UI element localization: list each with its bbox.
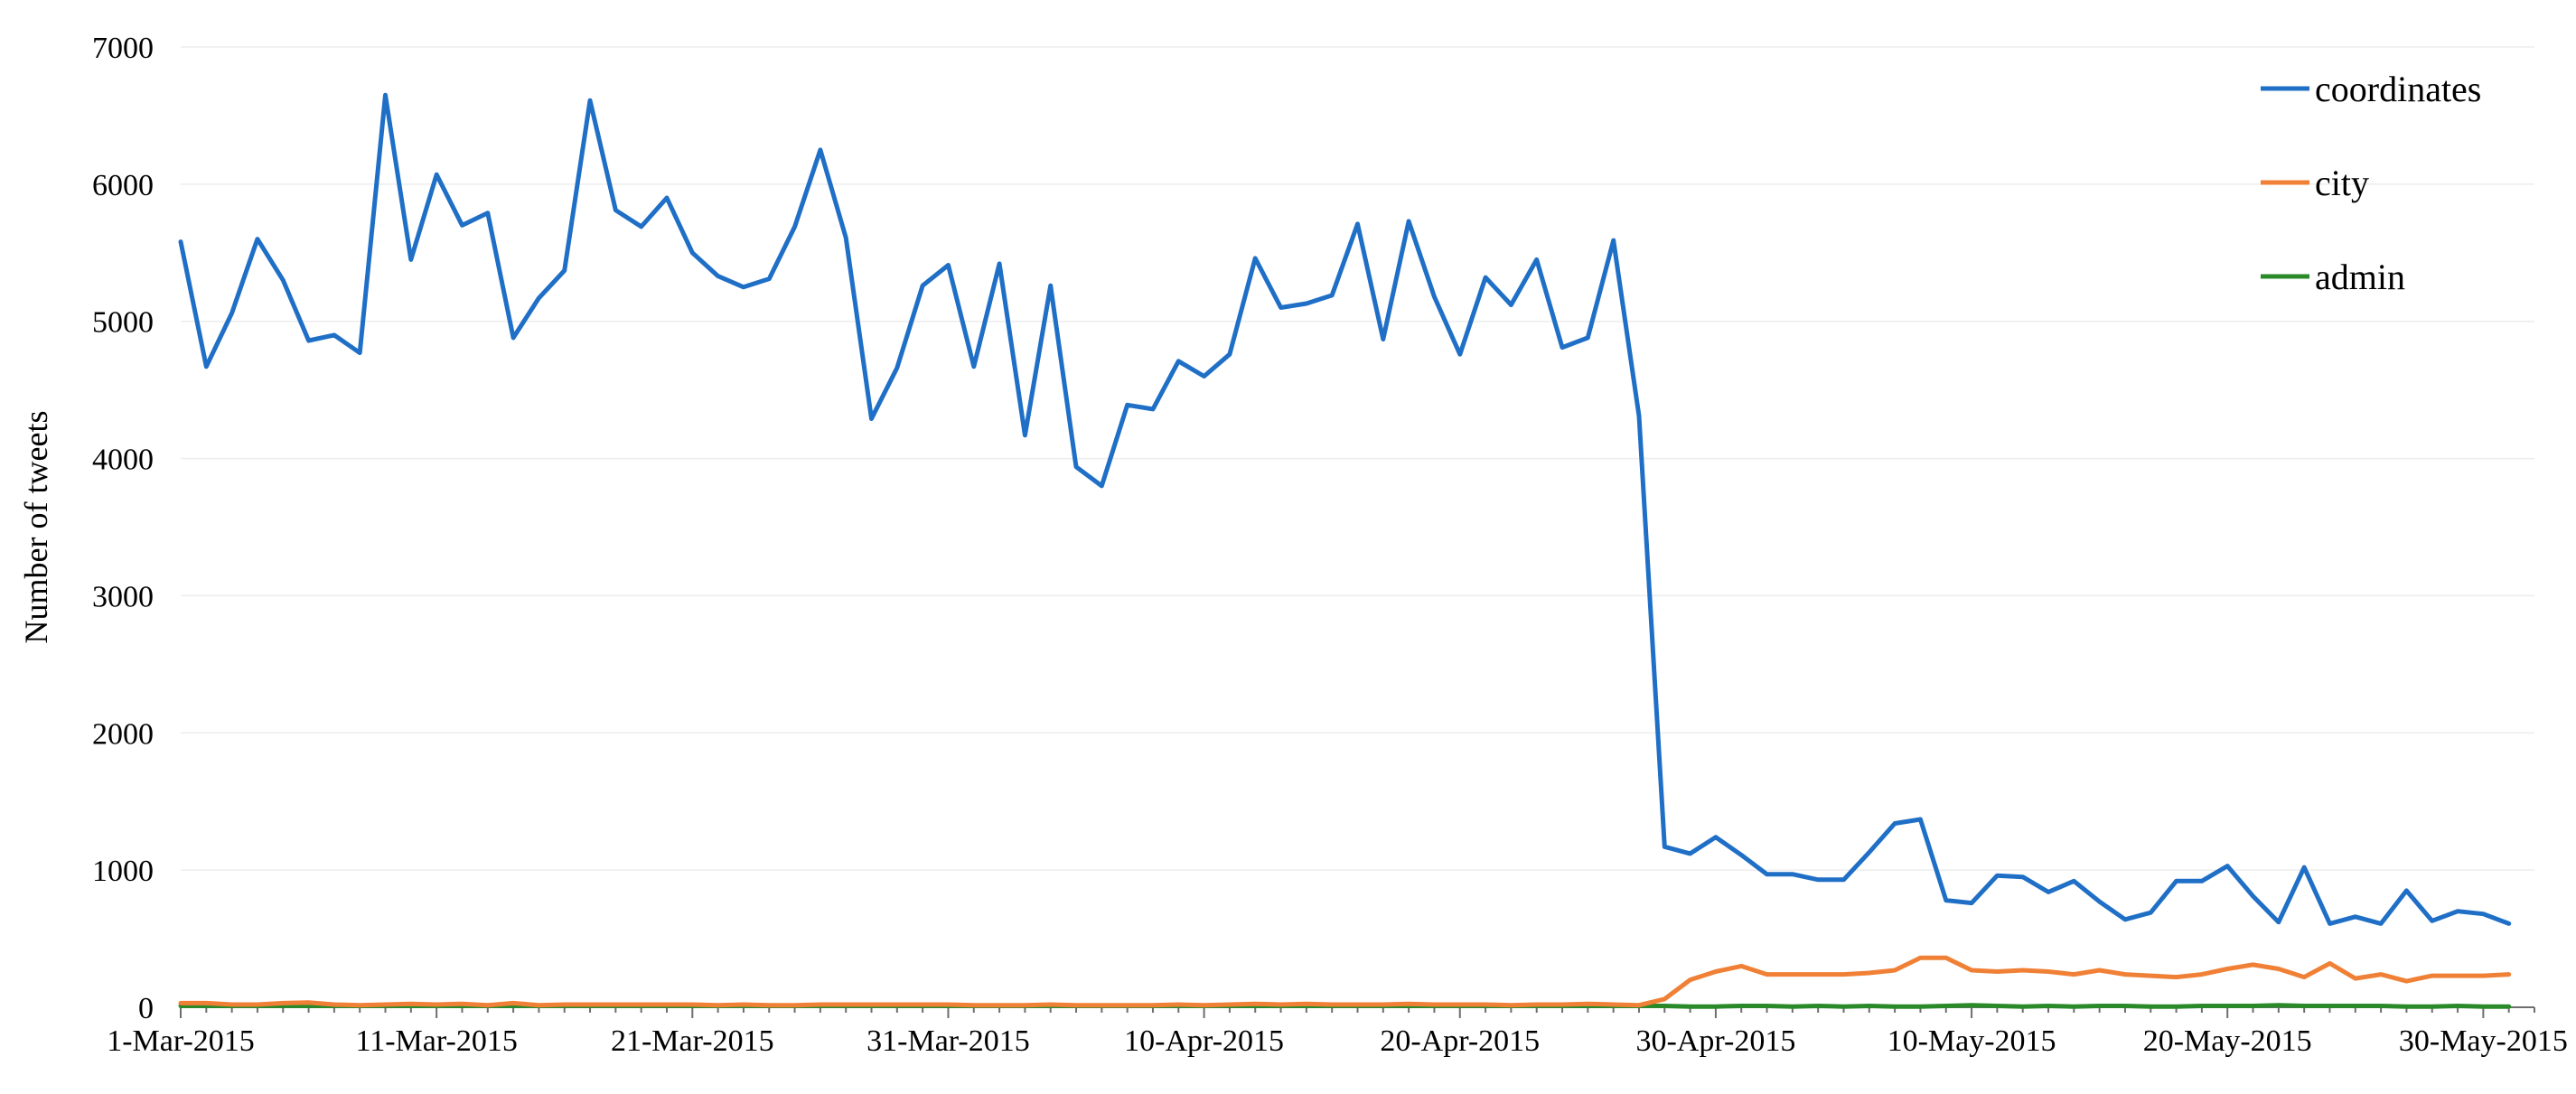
y-tick-label: 7000	[92, 32, 154, 65]
x-tick-label: 30-Apr-2015	[1635, 1024, 1795, 1058]
y-tick-label: 6000	[92, 169, 154, 202]
x-tick-label: 20-May-2015	[2143, 1024, 2312, 1058]
legend-label-coordinates: coordinates	[2315, 69, 2481, 109]
legend-label-admin: admin	[2315, 257, 2405, 297]
y-tick-label: 2000	[92, 717, 154, 751]
x-tick-label: 20-Apr-2015	[1380, 1024, 1540, 1058]
gridlines	[181, 46, 2534, 871]
y-axis-ticks: 0 1000 2000 3000 4000 5000 6000 7000	[92, 32, 154, 1025]
y-tick-label: 4000	[92, 444, 154, 477]
y-tick-label: 0	[138, 992, 154, 1025]
series-line-city	[178, 955, 2512, 1008]
y-tick-label: 3000	[92, 580, 154, 613]
x-tick-label: 11-Mar-2015	[355, 1024, 517, 1058]
y-tick-label: 1000	[92, 855, 154, 888]
legend-label-city: city	[2315, 163, 2369, 203]
series-group	[178, 92, 2512, 1009]
legend: coordinates city admin	[2261, 69, 2481, 297]
x-tick-label: 10-Apr-2015	[1124, 1024, 1284, 1058]
series-line-coordinates	[178, 92, 2512, 926]
x-tick-label: 10-May-2015	[1888, 1024, 2056, 1058]
x-axis-ticks: 1-Mar-2015 11-Mar-2015 21-Mar-2015 31-Mar-2…	[107, 1007, 2568, 1058]
x-tick-label: 1-Mar-2015	[107, 1024, 255, 1058]
x-tick-label: 31-Mar-2015	[866, 1024, 1030, 1058]
x-tick-label: 21-Mar-2015	[611, 1024, 774, 1058]
y-axis-title: Number of tweets	[18, 411, 54, 644]
y-tick-label: 5000	[92, 306, 154, 340]
x-tick-label: 30-May-2015	[2399, 1024, 2568, 1058]
